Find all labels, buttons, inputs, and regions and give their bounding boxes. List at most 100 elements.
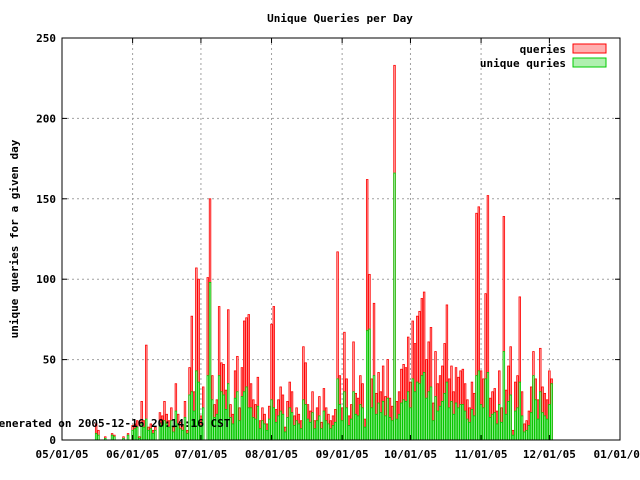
bar-unique-quries xyxy=(359,404,362,441)
bar-unique-quries xyxy=(354,413,358,441)
bar-unique-quries xyxy=(459,404,462,441)
bar-unique-quries xyxy=(504,413,508,441)
bar-unique-quries xyxy=(498,404,501,441)
bar-unique-quries xyxy=(363,426,367,441)
bar-unique-quries xyxy=(397,413,401,441)
bar-unique-quries xyxy=(147,429,150,441)
bar-unique-quries xyxy=(126,434,130,441)
bar-unique-quries xyxy=(295,420,298,441)
y-tick-label: 50 xyxy=(43,354,56,367)
bar-unique-quries xyxy=(395,418,398,441)
y-axis-label: unique queries for a given day xyxy=(8,139,21,338)
bar-unique-quries xyxy=(445,381,449,441)
bar-unique-quries xyxy=(286,417,289,441)
bar-unique-quries xyxy=(220,391,223,441)
y-axis-ticks: 0 50 100 150 200 250 xyxy=(36,32,620,447)
bar-unique-quries xyxy=(429,386,433,441)
legend-label: queries xyxy=(520,43,566,56)
bar-unique-quries xyxy=(368,328,371,441)
bar-unique-quries xyxy=(379,412,383,441)
x-tick-label: 01/01/06 xyxy=(594,448,640,461)
bar-unique-quries xyxy=(482,407,485,441)
bar-unique-quries xyxy=(217,375,221,441)
bar-unique-quries xyxy=(507,401,510,441)
bar-unique-quries xyxy=(381,401,385,441)
bar-unique-quries xyxy=(297,423,301,441)
bar-unique-quries xyxy=(172,431,175,441)
bar-unique-quries xyxy=(272,407,276,441)
bar-unique-quries xyxy=(110,434,114,441)
bar-unique-quries xyxy=(479,404,483,441)
bar-unique-quries xyxy=(277,415,280,441)
bar-unique-quries xyxy=(315,420,319,441)
bar-unique-quries xyxy=(233,397,237,441)
bar-unique-quries xyxy=(281,413,285,441)
bar-unique-quries xyxy=(436,410,439,441)
legend-swatch xyxy=(572,43,607,54)
bar-unique-quries xyxy=(432,420,435,441)
x-tick-label: 08/01/05 xyxy=(245,448,298,461)
bar-unique-quries xyxy=(377,402,380,441)
bar-unique-quries xyxy=(491,413,494,441)
bar-unique-quries xyxy=(411,378,414,441)
bar-unique-quries xyxy=(227,383,230,441)
legend-label: unique quries xyxy=(480,57,566,70)
bar-unique-quries xyxy=(418,383,421,441)
bar-unique-quries xyxy=(274,421,278,441)
bar-unique-quries xyxy=(543,415,547,441)
bar-unique-quries xyxy=(151,433,155,441)
bar-unique-quries xyxy=(370,407,373,441)
bar-unique-quries xyxy=(345,407,348,441)
bar-unique-quries xyxy=(509,394,512,441)
bar-unique-quries xyxy=(484,378,487,441)
x-tick-label: 12/01/05 xyxy=(523,448,576,461)
bar-unique-quries xyxy=(336,378,339,441)
plot-frame xyxy=(61,37,621,441)
bar-unique-quries xyxy=(254,418,257,441)
bar-unique-quries xyxy=(534,399,537,441)
x-tick-label: 06/01/05 xyxy=(106,448,159,461)
bar-unique-quries xyxy=(283,431,287,441)
bar-unique-quries xyxy=(454,402,458,441)
x-tick-label: 11/01/05 xyxy=(455,448,508,461)
bar-unique-quries xyxy=(541,412,544,441)
bar-unique-quries xyxy=(327,423,330,441)
bar-unique-quries xyxy=(338,404,342,441)
bar-unique-quries xyxy=(422,372,426,441)
bar-unique-quries xyxy=(518,381,521,441)
footer-text: generated on 2005-12-16 20:14:16 CST xyxy=(0,417,231,430)
bar-unique-quries xyxy=(452,413,455,441)
bar-unique-quries xyxy=(404,401,408,441)
bar-unique-quries xyxy=(502,351,506,441)
bar-unique-quries xyxy=(197,381,200,441)
bar-unique-quries xyxy=(466,418,469,441)
bar-unique-quries xyxy=(149,428,153,441)
y-tick-label: 0 xyxy=(49,434,56,447)
bar-unique-quries xyxy=(488,417,492,441)
bar-unique-quries xyxy=(249,407,253,441)
bar-unique-quries xyxy=(545,418,549,441)
bar-unique-quries xyxy=(97,434,100,441)
bar-unique-quries xyxy=(311,412,314,441)
bar-unique-quries xyxy=(539,391,542,441)
y-tick-label: 200 xyxy=(36,112,56,125)
bar-unique-quries xyxy=(388,417,392,441)
bar-unique-quries xyxy=(443,392,446,441)
bar-unique-quries xyxy=(293,425,296,441)
bar-unique-quries xyxy=(206,375,209,441)
x-tick-label: 05/01/05 xyxy=(36,448,89,461)
bar-unique-quries xyxy=(365,330,369,441)
bar-unique-quries xyxy=(427,391,430,441)
bar-unique-quries xyxy=(261,420,264,441)
bar-unique-quries xyxy=(236,391,239,441)
bar-unique-quries xyxy=(514,410,517,441)
bar-unique-quries xyxy=(279,410,282,441)
bar-unique-quries xyxy=(190,391,194,441)
bar-unique-quries xyxy=(475,375,478,441)
bar-unique-quries xyxy=(548,404,551,441)
bar-unique-quries xyxy=(468,421,471,441)
bar-unique-quries xyxy=(304,404,307,441)
bar-unique-quries xyxy=(270,399,273,441)
